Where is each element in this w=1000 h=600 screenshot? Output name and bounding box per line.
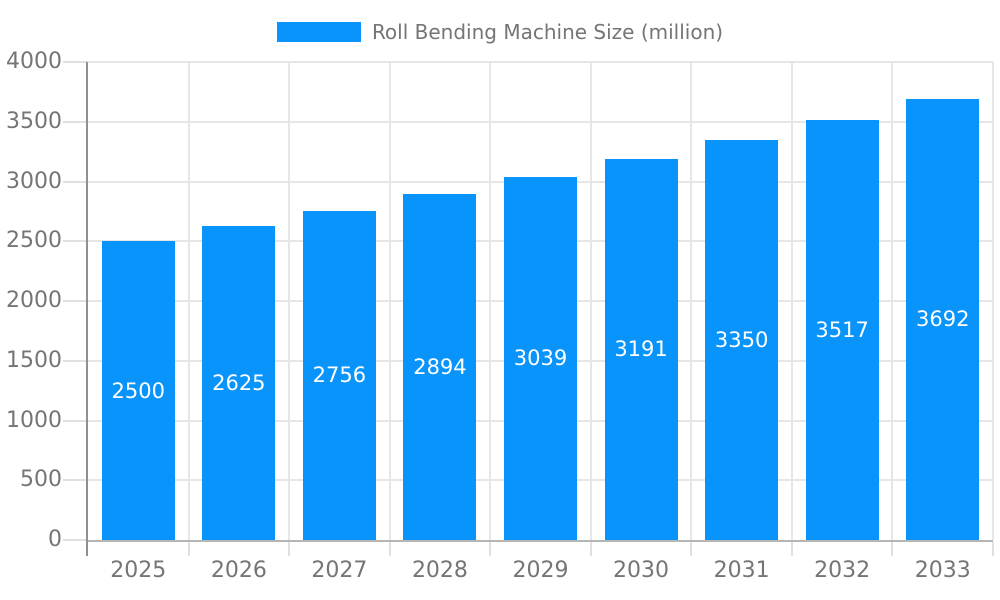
x-gridline — [891, 62, 894, 540]
y-tick-mark — [63, 300, 88, 302]
x-tick-mark — [388, 542, 391, 556]
y-tick-mark — [63, 61, 88, 63]
x-axis-label: 2029 — [512, 558, 569, 583]
x-axis-label: 2028 — [411, 558, 468, 583]
x-tick-mark — [992, 542, 994, 556]
bar-value-label: 2500 — [111, 378, 165, 403]
x-tick-mark — [690, 542, 693, 556]
x-axis-label: 2027 — [311, 558, 368, 583]
bar-2025[interactable]: 2500 — [101, 241, 175, 540]
x-gridline — [489, 62, 492, 540]
y-axis-label: 1500 — [6, 347, 62, 373]
bar-2029[interactable]: 3039 — [504, 176, 577, 540]
x-axis-label: 2031 — [713, 558, 770, 583]
y-tick-mark — [63, 120, 88, 123]
bar-2026[interactable]: 2625 — [202, 226, 276, 540]
legend[interactable]: Roll Bending Machine Size (million) — [0, 20, 1000, 44]
legend-swatch — [276, 22, 361, 42]
x-tick-mark — [891, 542, 894, 556]
y-tick-mark — [63, 539, 88, 541]
x-axis-label: 2030 — [613, 558, 670, 583]
x-tick-mark — [790, 542, 793, 556]
y-axis-label: 4000 — [6, 49, 62, 74]
y-gridline — [88, 120, 993, 123]
x-gridline — [992, 62, 994, 540]
x-gridline — [790, 62, 793, 540]
bar-value-label: 2756 — [312, 363, 367, 388]
y-tick-mark — [63, 180, 88, 183]
bar-2030[interactable]: 3191 — [604, 158, 678, 540]
x-axis-label: 2026 — [210, 558, 267, 583]
y-axis-line — [86, 62, 88, 556]
x-tick-mark — [288, 542, 291, 556]
x-gridline — [589, 62, 592, 540]
x-tick-mark — [589, 542, 592, 556]
y-axis-label: 2000 — [6, 288, 62, 313]
y-tick-mark — [63, 359, 88, 362]
y-axis-label: 500 — [20, 467, 62, 493]
bar-value-label: 2625 — [212, 371, 266, 396]
bar-value-label: 2894 — [413, 355, 467, 380]
plot-area: 2500 2625 2756 2894 3039 3191 3350 3517 3692 — [88, 61, 994, 540]
x-gridline — [288, 62, 291, 540]
x-gridline — [388, 62, 391, 540]
bar-value-label: 3350 — [714, 327, 769, 352]
x-gridline — [187, 62, 190, 540]
x-axis-line — [88, 540, 993, 542]
bar-2033[interactable]: 3692 — [906, 98, 980, 540]
bar-value-label: 3039 — [513, 346, 568, 371]
y-gridline — [88, 61, 993, 63]
bar-2028[interactable]: 2894 — [403, 194, 477, 540]
bar-value-label: 3191 — [614, 337, 668, 362]
legend-label: Roll Bending Machine Size (million) — [371, 20, 724, 44]
y-axis-label: 3500 — [6, 108, 62, 134]
y-tick-mark — [63, 479, 88, 482]
x-tick-mark — [489, 542, 492, 556]
y-tick-mark — [63, 419, 88, 422]
x-axis-label: 2033 — [914, 558, 971, 583]
bar-value-label: 3692 — [915, 307, 970, 332]
x-axis-label: 2032 — [814, 558, 871, 583]
bar-2032[interactable]: 3517 — [805, 119, 879, 540]
y-axis-label: 2500 — [6, 228, 62, 254]
x-gridline — [690, 62, 693, 540]
x-tick-mark — [187, 542, 190, 556]
y-axis-label: 0 — [48, 527, 62, 552]
y-axis-label: 3000 — [6, 168, 62, 194]
bar-2031[interactable]: 3350 — [705, 139, 779, 540]
y-axis-label: 1000 — [6, 407, 62, 433]
bar-2027[interactable]: 2756 — [302, 210, 376, 540]
y-tick-mark — [63, 240, 88, 243]
bar-value-label: 3517 — [815, 317, 869, 342]
x-axis-label: 2025 — [110, 558, 167, 583]
